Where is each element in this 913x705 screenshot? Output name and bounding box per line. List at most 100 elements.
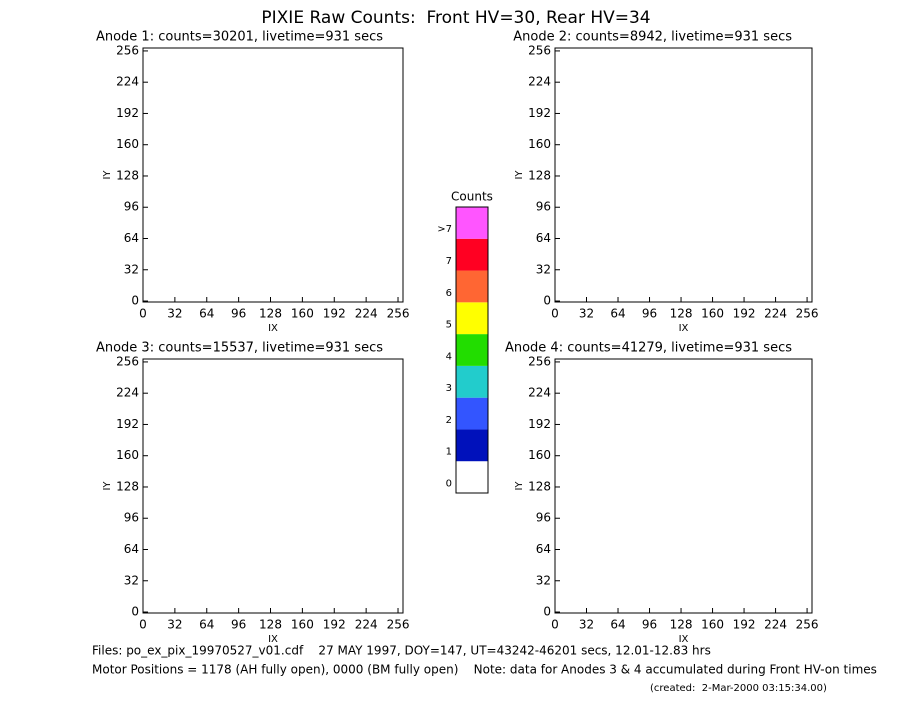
colorbar-swatch: [456, 302, 488, 335]
colorbar-label: 4: [446, 351, 452, 362]
colorbar-title: Counts: [451, 190, 493, 204]
footer-line: Motor Positions = 1178 (AH fully open), …: [92, 663, 877, 677]
x-tick-label: 0: [551, 307, 559, 321]
x-tick-label: 0: [139, 307, 147, 321]
x-axis-label: IX: [268, 634, 278, 645]
y-tick-label: 96: [124, 200, 139, 214]
y-tick-label: 32: [124, 262, 139, 276]
y-tick-label: 128: [528, 168, 551, 182]
colorbar-swatch: [456, 365, 488, 398]
x-tick-label: 256: [796, 618, 819, 632]
plot-area: [142, 47, 404, 303]
x-axis-label: IX: [679, 323, 689, 334]
y-tick-label: 160: [116, 137, 139, 151]
x-tick-label: 32: [579, 618, 594, 632]
x-tick-label: 192: [733, 618, 756, 632]
colorbar-swatch: [456, 397, 488, 430]
x-tick-label: 96: [231, 618, 246, 632]
y-tick-label: 224: [528, 386, 551, 400]
colorbar-label: 2: [446, 415, 452, 426]
y-axis-label: IY: [514, 481, 525, 491]
y-tick-label: 192: [116, 106, 139, 120]
x-tick-label: 96: [231, 307, 246, 321]
x-tick-label: 32: [579, 307, 594, 321]
panel-title: Anode 3: counts=15537, livetime=931 secs: [96, 341, 383, 356]
x-tick-label: 64: [610, 307, 625, 321]
y-tick-label: 256: [528, 43, 551, 57]
y-tick-label: 0: [131, 605, 139, 619]
x-tick-label: 128: [670, 307, 693, 321]
y-tick-label: 64: [124, 231, 139, 245]
x-tick-label: 64: [199, 307, 214, 321]
x-tick-label: 192: [733, 307, 756, 321]
colorbar-swatch: [456, 429, 488, 462]
y-tick-label: 0: [131, 294, 139, 308]
footer-line: Files: po_ex_pix_19970527_v01.cdf 27 MAY…: [92, 644, 711, 658]
colorbar-label: 7: [446, 256, 452, 267]
y-axis-label: IY: [514, 170, 525, 180]
x-tick-label: 224: [764, 307, 787, 321]
x-tick-label: 192: [323, 307, 346, 321]
x-axis-label: IX: [268, 323, 278, 334]
y-tick-label: 224: [116, 75, 139, 89]
y-tick-label: 128: [116, 168, 139, 182]
x-tick-label: 0: [139, 618, 147, 632]
colorbar-swatch: [456, 334, 488, 366]
x-tick-label: 160: [701, 618, 724, 632]
y-tick-label: 96: [536, 511, 551, 525]
y-tick-label: 128: [528, 479, 551, 493]
y-tick-label: 32: [536, 262, 551, 276]
y-tick-label: 160: [528, 448, 551, 462]
panel-title: Anode 2: counts=8942, livetime=931 secs: [513, 30, 792, 45]
y-tick-label: 96: [536, 200, 551, 214]
x-tick-label: 96: [642, 307, 657, 321]
y-tick-label: 224: [116, 386, 139, 400]
footer-created: (created: 2-Mar-2000 03:15:34.00): [650, 683, 827, 694]
y-axis-label: IY: [102, 481, 113, 491]
colorbar-swatch: [456, 270, 488, 303]
y-tick-label: 160: [528, 137, 551, 151]
x-tick-label: 32: [167, 618, 182, 632]
panel-title: Anode 4: counts=41279, livetime=931 secs: [505, 341, 792, 356]
colorbar-label: 5: [446, 320, 452, 331]
x-tick-label: 32: [167, 307, 182, 321]
y-tick-label: 96: [124, 511, 139, 525]
colorbar-swatch: [456, 207, 488, 239]
x-tick-label: 64: [610, 618, 625, 632]
x-tick-label: 192: [323, 618, 346, 632]
y-tick-label: 64: [536, 542, 551, 556]
y-tick-label: 0: [543, 294, 551, 308]
colorbar-label: 0: [446, 478, 452, 489]
colorbar-label: 3: [446, 383, 452, 394]
y-axis-label: IY: [102, 170, 113, 180]
y-tick-label: 256: [528, 354, 551, 368]
x-tick-label: 256: [387, 307, 410, 321]
x-tick-label: 0: [551, 618, 559, 632]
colorbar-frame: [455, 206, 489, 494]
colorbar-label: 1: [446, 447, 452, 458]
y-tick-label: 224: [528, 75, 551, 89]
colorbar-swatch: [456, 461, 488, 493]
y-tick-label: 256: [116, 43, 139, 57]
plot-area: [554, 47, 813, 303]
panel-title: Anode 1: counts=30201, livetime=931 secs: [96, 30, 383, 45]
x-tick-label: 224: [355, 307, 378, 321]
colorbar-swatch: [456, 238, 488, 271]
x-tick-label: 160: [291, 618, 314, 632]
y-tick-label: 64: [536, 231, 551, 245]
x-tick-label: 128: [259, 618, 282, 632]
y-tick-label: 0: [543, 605, 551, 619]
x-tick-label: 160: [291, 307, 314, 321]
x-tick-label: 256: [387, 618, 410, 632]
x-axis-label: IX: [679, 634, 689, 645]
y-tick-label: 160: [116, 448, 139, 462]
colorbar-label: >7: [437, 224, 452, 235]
y-tick-label: 32: [124, 573, 139, 587]
x-tick-label: 224: [764, 618, 787, 632]
x-tick-label: 128: [259, 307, 282, 321]
plot-area: [142, 358, 404, 614]
x-tick-label: 96: [642, 618, 657, 632]
y-tick-label: 128: [116, 479, 139, 493]
y-tick-label: 32: [536, 573, 551, 587]
